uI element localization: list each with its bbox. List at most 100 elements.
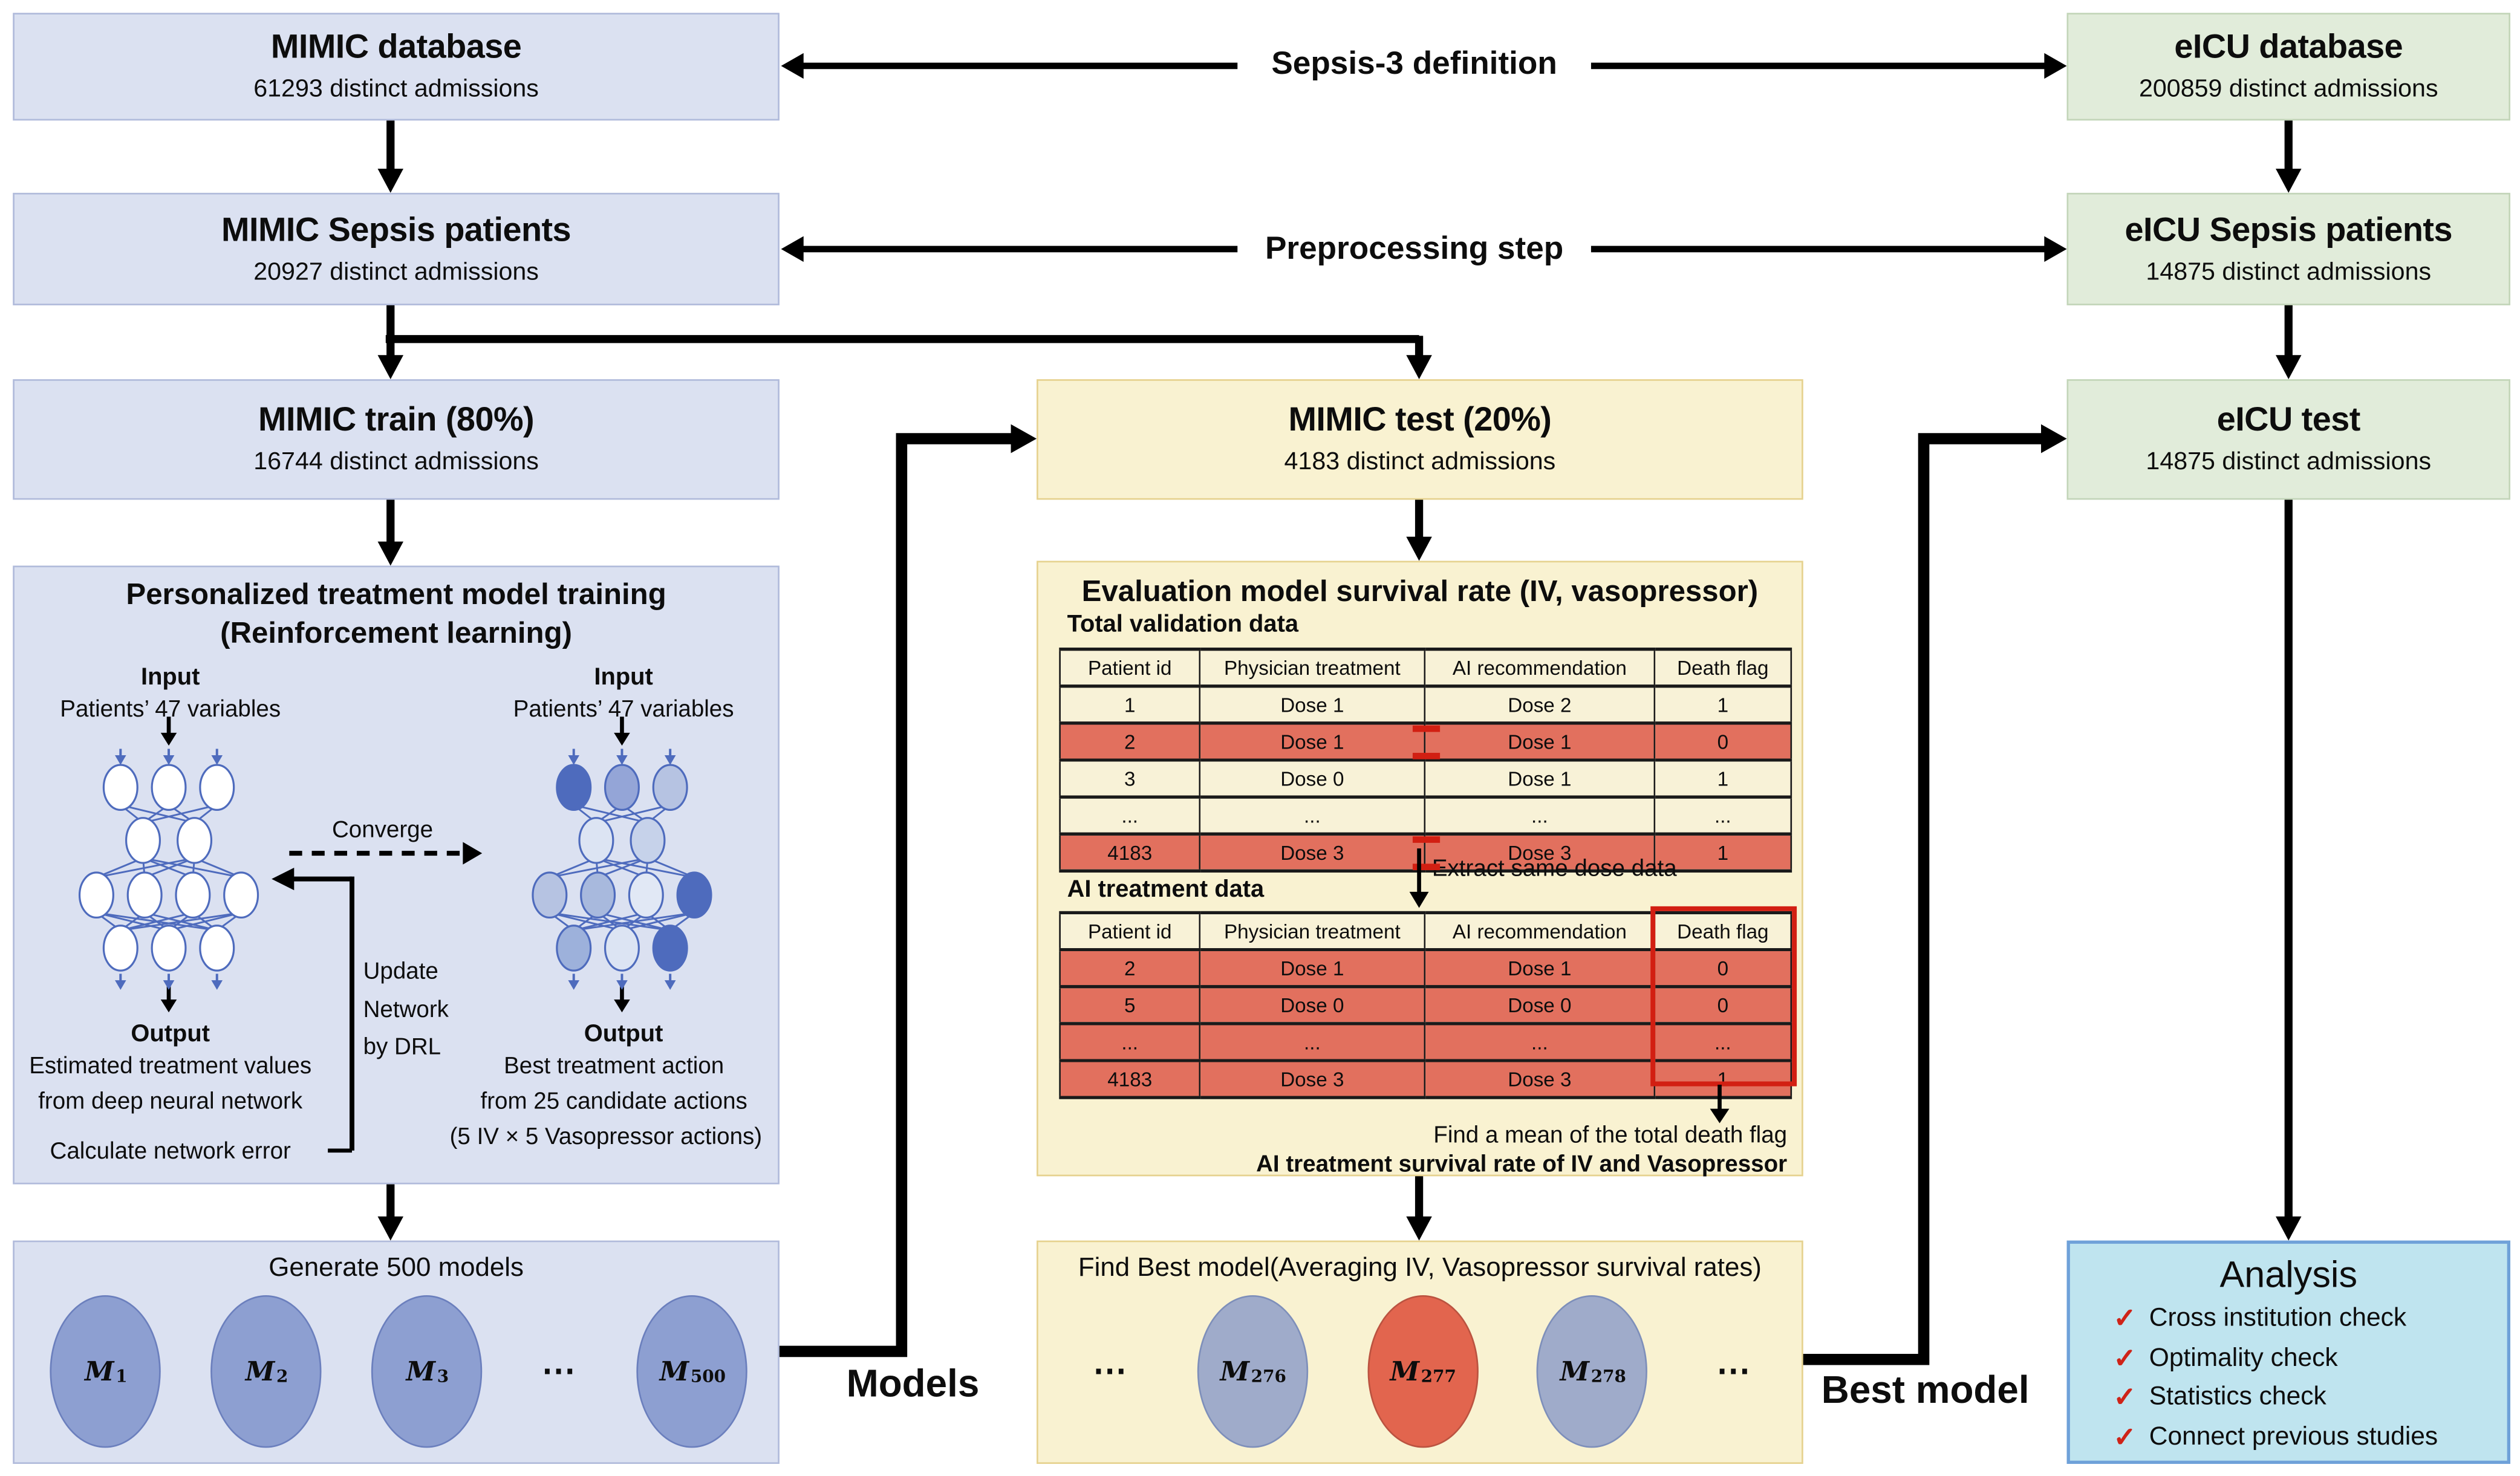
column-header: Patient id: [1059, 647, 1201, 688]
box-title: eICU test: [2216, 402, 2361, 439]
update-network-line3: by DRL: [363, 1035, 441, 1061]
ellipsis: ⋯: [541, 1352, 578, 1390]
table-cell: Dose 0: [1199, 985, 1426, 1026]
ellipsis: ⋯: [1093, 1352, 1128, 1390]
table-cell: 3: [1059, 758, 1201, 799]
box-mimic-train: MIMIC train (80%) 16744 distinct admissi…: [13, 379, 780, 500]
table-cell: Dose 1: [1199, 721, 1441, 762]
column-header: Physician treatment: [1199, 911, 1426, 952]
column-header: Physician treatment: [1199, 647, 1426, 688]
checklist-item: ✓ Statistics check: [2114, 1382, 2438, 1414]
box-title: eICU Sepsis patients: [2124, 211, 2453, 249]
best-model-connector: [1803, 424, 2067, 1365]
box-mimic-test: MIMIC test (20%) 4183 distinct admission…: [1037, 379, 1803, 500]
table-cell: Dose 3: [1199, 832, 1441, 873]
best-model-label: Best model: [1821, 1369, 2030, 1413]
box-evaluation: Evaluation model survival rate (IV, vaso…: [1037, 561, 1803, 1178]
table-cell: 1: [1653, 684, 1792, 725]
evaluation-title: Evaluation model survival rate (IV, vaso…: [1081, 573, 1759, 608]
arrow-eicutest-to-analysis: [2276, 499, 2302, 1241]
right-output-line1: Best treatment action: [504, 1054, 724, 1080]
table-cell: Dose 1: [1424, 721, 1656, 762]
table-cell: Dose 1: [1199, 948, 1426, 989]
find-best-title: Find Best model(Averaging IV, Vasopresso…: [1078, 1253, 1762, 1283]
table-row: ............: [1059, 795, 1792, 836]
checklist-item: ✓ Cross institution check: [2114, 1303, 2438, 1335]
column-header: AI recommendation: [1424, 911, 1656, 952]
calculate-error-label: Calculate network error: [50, 1139, 291, 1165]
table-cell: Dose 3: [1199, 1059, 1426, 1099]
analysis-title: Analysis: [2219, 1253, 2358, 1295]
column-header: Death flag: [1653, 647, 1792, 688]
table-cell: Dose 1: [1424, 948, 1656, 989]
check-icon: ✓: [2113, 1303, 2137, 1334]
update-network-line1: Update: [363, 959, 438, 986]
table-cell: ...: [1424, 1022, 1656, 1062]
models-label: Models: [846, 1362, 980, 1406]
check-icon: ✓: [2113, 1382, 2137, 1413]
right-output-line2: from 25 candidate actions: [480, 1089, 747, 1116]
left-output-title: Output: [131, 1020, 210, 1048]
right-input-subtitle: Patients’ 47 variables: [513, 697, 734, 723]
box-subtitle: 14875 distinct admissions: [2146, 448, 2432, 476]
equals-mark: [1412, 835, 1441, 870]
converge-label: Converge: [331, 818, 434, 844]
box-title: MIMIC database: [270, 28, 522, 66]
box-model-training: Personalized treatment model training (R…: [13, 565, 780, 1185]
checklist-label: Cross institution check: [2149, 1304, 2407, 1333]
box-mimic-sepsis: MIMIC Sepsis patients 20927 distinct adm…: [13, 192, 780, 305]
table-cell: ...: [1653, 1022, 1792, 1062]
data-table: Patient id Physician treatment AI recommen…: [1059, 647, 1792, 873]
table-cell: ...: [1199, 795, 1426, 836]
table-cell: Dose 0: [1424, 985, 1656, 1026]
model-node-277: M 277: [1367, 1294, 1478, 1448]
table-cell: 4183: [1059, 1059, 1201, 1099]
box-subtitle: 200859 distinct admissions: [2138, 76, 2438, 103]
mean-label: Find a mean of the total death flag: [1433, 1123, 1788, 1149]
ellipsis: ⋯: [1716, 1352, 1752, 1390]
table-cell: 0: [1653, 985, 1792, 1026]
table-cell: 1: [1653, 1059, 1792, 1099]
generated-models-row: M 1 M 2 M 3 ⋯ M 500: [50, 1293, 747, 1448]
table-cell: ...: [1424, 795, 1656, 836]
right-output-line3: (5 IV × 5 Vasopressor actions): [449, 1125, 763, 1151]
equals-mark: [1412, 724, 1441, 759]
box-generate-models: Generate 500 models M 1 M 2 M 3 ⋯ M 500: [13, 1240, 780, 1464]
column-header: Death flag: [1653, 911, 1792, 952]
box-subtitle: 20927 distinct admissions: [253, 258, 539, 286]
training-title-line1: Personalized treatment model training: [126, 577, 666, 611]
box-title: MIMIC test (20%): [1288, 402, 1552, 439]
box-find-best-model: Find Best model(Averaging IV, Vasopresso…: [1037, 1240, 1803, 1464]
left-input-title: Input: [140, 663, 200, 691]
checklist-item: ✓ Connect previous studies: [2114, 1422, 2438, 1454]
models-connector: [779, 424, 1037, 1357]
arrow-test-to-evaluation: [1406, 499, 1432, 561]
checklist-item: ✓ Optimality check: [2114, 1342, 2438, 1374]
table-cell: 2: [1059, 948, 1201, 989]
box-subtitle: 16744 distinct admissions: [253, 448, 539, 476]
sepsis3-definition-label: Sepsis-3 definition: [1271, 47, 1557, 82]
arrow-eicusepsis-to-eicutest: [2276, 305, 2302, 380]
table-cell: ...: [1059, 795, 1201, 836]
box-eicu-database: eICU database 200859 distinct admissions: [2066, 13, 2511, 121]
death-flag-highlight: [1650, 906, 1797, 1087]
arrow-evaluation-to-findbest: [1406, 1176, 1432, 1241]
table-cell: ...: [1653, 795, 1792, 836]
box-eicu-sepsis: eICU Sepsis patients 14875 distinct admi…: [2066, 192, 2511, 305]
table-cell: Dose 3: [1424, 832, 1656, 873]
table-cell: Dose 3: [1424, 1059, 1656, 1099]
total-validation-label: Total validation data: [1067, 610, 1299, 639]
table-cell: 0: [1653, 721, 1792, 762]
left-output-line1: Estimated treatment values: [29, 1054, 312, 1080]
checklist-label: Optimality check: [2149, 1344, 2338, 1372]
generate-title: Generate 500 models: [269, 1253, 524, 1283]
box-subtitle: 4183 distinct admissions: [1284, 448, 1556, 476]
update-network-line2: Network: [363, 998, 449, 1024]
table-cell: 1: [1653, 832, 1792, 873]
arrow-train-to-training: [377, 499, 404, 566]
table-row: ............: [1059, 1022, 1792, 1062]
